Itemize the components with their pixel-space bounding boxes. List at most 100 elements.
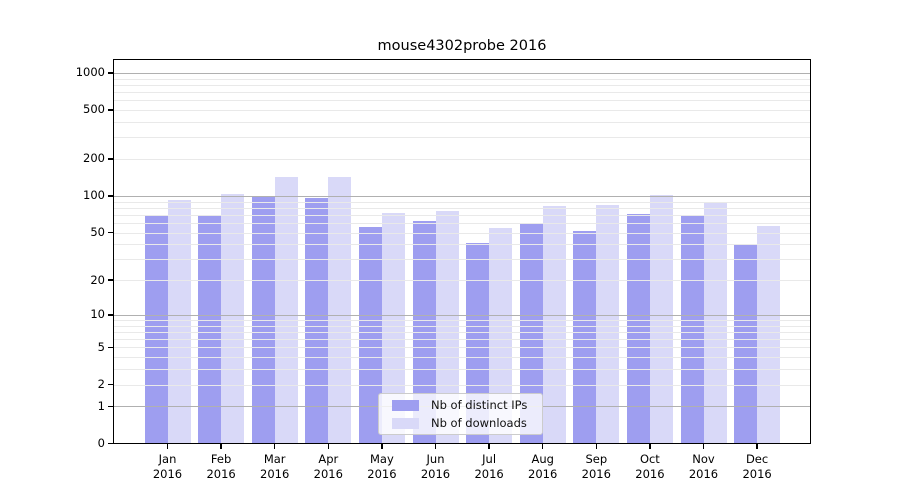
y-tick-label-100: 100 xyxy=(83,188,105,203)
gridline-minor-7 xyxy=(114,331,810,333)
x-tick-apr xyxy=(327,444,329,449)
y-tick-1000 xyxy=(108,72,113,74)
bar-distinct-ips-nov xyxy=(680,216,704,444)
bar-distinct-ips-sep xyxy=(573,231,597,444)
x-tick-oct xyxy=(649,444,651,449)
y-tick-label-200: 200 xyxy=(83,151,105,166)
gridline-minor-9 xyxy=(114,320,810,321)
legend: Nb of distinct IPs Nb of downloads xyxy=(378,393,543,435)
gridline-major-100 xyxy=(114,195,810,197)
y-tick-label-500: 500 xyxy=(83,102,105,117)
y-tick-label-1: 1 xyxy=(97,398,105,413)
gridline-minor-400 xyxy=(114,121,810,123)
bar-downloads-jan xyxy=(167,199,191,444)
x-tick-jan xyxy=(166,444,169,449)
bar-distinct-ips-mar xyxy=(251,195,275,444)
y-tick-50 xyxy=(108,231,113,234)
x-tick-jul xyxy=(488,444,490,449)
y-tick-1 xyxy=(108,405,113,407)
x-tick-aug xyxy=(542,444,544,449)
gridline-minor-40 xyxy=(114,244,810,246)
gridline-minor-8 xyxy=(114,325,810,327)
bar-downloads-feb xyxy=(221,193,245,444)
gridline-minor-6 xyxy=(114,339,810,341)
y-tick-5 xyxy=(108,346,113,349)
y-tick-200 xyxy=(108,158,113,160)
x-tick-sep xyxy=(595,444,597,449)
bar-downloads-dec xyxy=(757,225,781,444)
legend-label-distinct-ips: Nb of distinct IPs xyxy=(431,398,528,412)
bar-downloads-sep xyxy=(596,205,620,444)
bar-distinct-ips-jan xyxy=(144,214,168,444)
gridline-minor-60 xyxy=(114,222,810,224)
gridline-minor-80 xyxy=(114,207,810,209)
gridline-minor-3 xyxy=(114,369,810,371)
x-tick-label-jan: Jan 2016 xyxy=(152,452,183,481)
gridline-minor-20 xyxy=(114,280,810,282)
x-tick-dec xyxy=(756,444,758,449)
legend-label-downloads: Nb of downloads xyxy=(431,416,527,430)
y-tick-label-50: 50 xyxy=(90,225,105,240)
legend-entry-downloads: Nb of downloads xyxy=(387,414,534,432)
legend-swatch-downloads xyxy=(392,417,419,429)
x-tick-label-jun: Jun 2016 xyxy=(420,452,451,481)
bar-downloads-nov xyxy=(703,202,727,444)
gridline-minor-300 xyxy=(114,137,810,139)
gridline-minor-90 xyxy=(114,201,810,203)
gridline-minor-70 xyxy=(114,214,810,216)
x-tick-nov xyxy=(702,444,705,449)
bar-distinct-ips-aug xyxy=(519,223,543,444)
x-tick-label-mar: Mar 2016 xyxy=(260,452,290,481)
bar-distinct-ips-oct xyxy=(626,214,650,444)
x-tick-feb xyxy=(220,444,222,449)
gridline-minor-800 xyxy=(114,84,810,86)
x-tick-label-oct: Oct 2016 xyxy=(635,452,665,481)
gridline-minor-4 xyxy=(114,357,810,359)
x-tick-label-may: May 2016 xyxy=(367,452,397,481)
bar-downloads-aug xyxy=(542,206,566,444)
chart-title: mouse4302probe 2016 xyxy=(377,38,547,54)
bar-downloads-oct xyxy=(649,194,673,444)
gridline-major-1000 xyxy=(114,72,810,74)
gridline-minor-2 xyxy=(114,384,810,386)
y-tick-10 xyxy=(108,314,113,316)
x-tick-label-dec: Dec 2016 xyxy=(742,452,772,481)
y-tick-2 xyxy=(108,383,113,386)
gridline-minor-5 xyxy=(114,347,810,349)
y-tick-100 xyxy=(108,195,113,197)
y-tick-label-0: 0 xyxy=(97,436,105,450)
gridline-minor-200 xyxy=(114,159,810,160)
gridline-minor-50 xyxy=(114,232,810,234)
gridline-minor-600 xyxy=(114,100,810,102)
y-tick-label-1000: 1000 xyxy=(75,65,105,80)
gridline-minor-700 xyxy=(114,91,810,93)
bar-downloads-apr xyxy=(328,176,352,444)
x-tick-label-apr: Apr 2016 xyxy=(313,452,343,481)
bar-distinct-ips-dec xyxy=(734,244,758,444)
y-tick-label-2: 2 xyxy=(97,377,105,392)
y-tick-500 xyxy=(108,109,113,111)
x-tick-mar xyxy=(274,444,276,449)
gridline-major-10 xyxy=(114,314,810,316)
y-tick-label-10: 10 xyxy=(90,307,105,322)
gridline-minor-30 xyxy=(114,259,810,261)
x-tick-may xyxy=(381,444,383,449)
x-tick-label-sep: Sep 2016 xyxy=(581,452,611,481)
legend-entry-distinct-ips: Nb of distinct IPs xyxy=(387,396,534,414)
y-tick-label-5: 5 xyxy=(97,339,105,354)
y-tick-label-20: 20 xyxy=(90,272,105,287)
x-tick-label-aug: Aug 2016 xyxy=(528,452,558,481)
y-tick-0 xyxy=(108,442,113,445)
x-tick-label-nov: Nov 2016 xyxy=(688,452,719,481)
bar-downloads-jul xyxy=(489,227,513,444)
y-tick-20 xyxy=(108,279,113,281)
legend-swatch-distinct-ips xyxy=(392,399,419,411)
bar-downloads-mar xyxy=(274,176,298,444)
gridline-minor-900 xyxy=(114,78,810,80)
x-tick-jun xyxy=(434,444,437,449)
bar-downloads-may xyxy=(381,213,405,444)
x-tick-label-jul: Jul 2016 xyxy=(474,452,504,481)
x-tick-label-feb: Feb 2016 xyxy=(206,452,236,481)
bar-distinct-ips-feb xyxy=(198,215,222,444)
